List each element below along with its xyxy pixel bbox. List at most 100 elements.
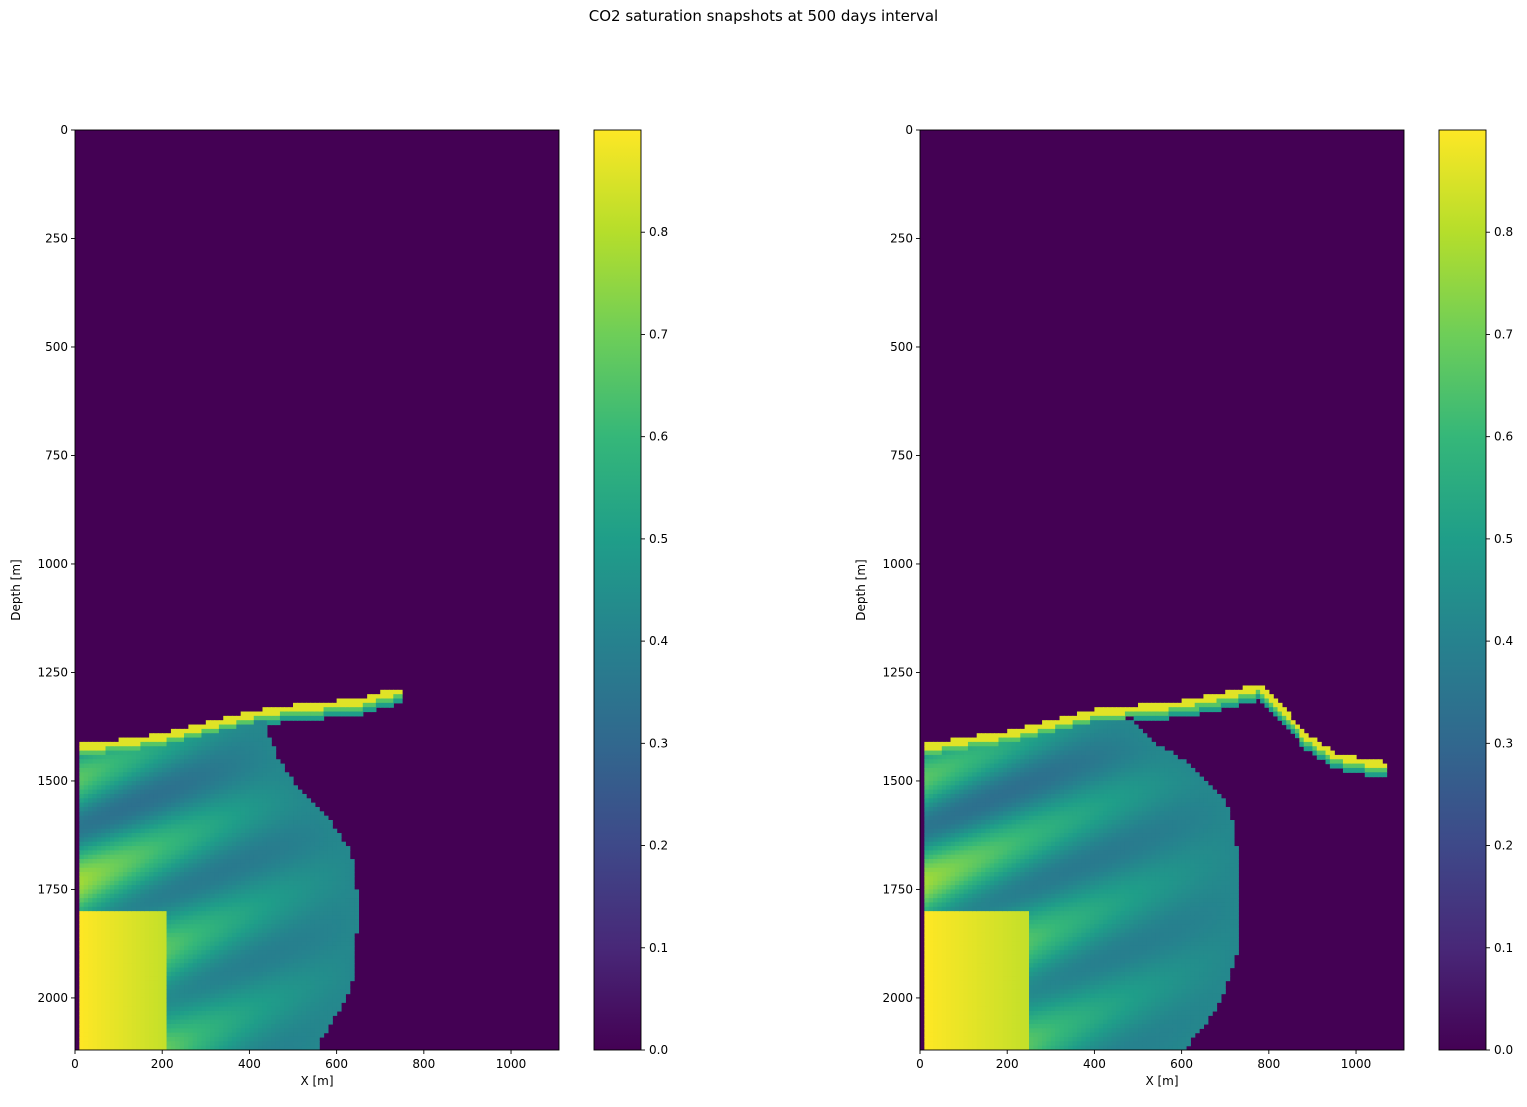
saturation-cell	[127, 997, 133, 1003]
saturation-cell	[249, 950, 255, 956]
saturation-cell	[153, 1015, 159, 1021]
saturation-cell	[105, 932, 111, 938]
saturation-cell	[192, 1010, 198, 1016]
saturation-cell	[310, 711, 316, 717]
saturation-cell	[258, 1019, 264, 1025]
saturation-cell	[266, 967, 272, 973]
saturation-cell	[101, 928, 107, 934]
saturation-cell	[210, 724, 216, 730]
saturation-cell	[240, 867, 246, 873]
saturation-cell	[188, 811, 194, 817]
saturation-cell	[162, 806, 168, 812]
saturation-cell	[131, 763, 137, 769]
saturation-cell	[240, 976, 246, 982]
saturation-cell	[205, 776, 211, 782]
saturation-cell	[205, 863, 211, 869]
saturation-cell	[279, 815, 285, 821]
saturation-cell	[941, 906, 947, 912]
saturation-cell	[136, 954, 142, 960]
saturation-cell	[197, 854, 203, 860]
saturation-cell	[388, 689, 394, 695]
saturation-cell	[92, 1032, 98, 1038]
saturation-cell	[245, 828, 251, 834]
saturation-cell	[937, 841, 943, 847]
saturation-cell	[240, 1010, 246, 1016]
saturation-cell	[153, 846, 159, 851]
saturation-cell	[210, 1041, 216, 1047]
saturation-cell	[345, 898, 351, 904]
saturation-cell	[253, 950, 259, 956]
saturation-cell	[236, 1045, 242, 1050]
saturation-cell	[162, 828, 168, 834]
saturation-cell	[262, 1023, 268, 1029]
saturation-cell	[258, 950, 264, 956]
saturation-cell	[114, 885, 120, 891]
saturation-cell	[227, 754, 233, 760]
saturation-cell	[332, 1002, 338, 1008]
saturation-cell	[210, 728, 216, 734]
saturation-cell	[245, 859, 251, 864]
saturation-cell	[184, 741, 189, 747]
saturation-cell	[258, 919, 264, 925]
saturation-cell	[928, 806, 934, 812]
saturation-cell	[157, 828, 163, 834]
saturation-cell	[924, 802, 930, 808]
saturation-cell	[354, 702, 360, 708]
saturation-cell	[131, 754, 137, 760]
saturation-cell	[275, 1023, 281, 1029]
saturation-cell	[79, 798, 85, 804]
saturation-cell	[179, 971, 185, 977]
saturation-cell	[306, 841, 312, 847]
saturation-cell	[83, 958, 89, 964]
saturation-cell	[275, 950, 281, 956]
saturation-cell	[153, 789, 159, 795]
saturation-cell	[136, 846, 142, 851]
saturation-cell	[258, 906, 264, 912]
saturation-cell	[946, 885, 952, 891]
saturation-cell	[258, 772, 264, 778]
saturation-cell	[245, 885, 251, 891]
saturation-cell	[122, 954, 128, 960]
saturation-cell	[340, 971, 346, 977]
saturation-cell	[937, 754, 943, 760]
saturation-cell	[937, 785, 943, 791]
saturation-cell	[157, 733, 163, 739]
saturation-cell	[175, 806, 181, 812]
saturation-cell	[201, 828, 207, 834]
saturation-cell	[253, 898, 259, 904]
saturation-cell	[954, 824, 960, 830]
saturation-cell	[327, 898, 333, 904]
saturation-cell	[92, 793, 98, 799]
saturation-cell	[223, 759, 229, 765]
saturation-cell	[149, 828, 155, 834]
saturation-cell	[933, 811, 939, 817]
saturation-cell	[184, 980, 189, 986]
saturation-cell	[109, 924, 115, 930]
saturation-cell	[92, 854, 98, 860]
saturation-cell	[245, 759, 251, 765]
saturation-cell	[314, 911, 320, 917]
saturation-cell	[166, 850, 172, 856]
saturation-cell	[933, 945, 939, 951]
saturation-cell	[88, 967, 94, 973]
saturation-cell	[928, 876, 934, 882]
saturation-cell	[205, 1023, 211, 1029]
saturation-cell	[162, 815, 168, 821]
saturation-cell	[249, 772, 255, 778]
saturation-cell	[179, 1036, 185, 1042]
saturation-cell	[327, 945, 333, 951]
saturation-cell	[336, 1006, 342, 1012]
saturation-cell	[140, 833, 146, 838]
saturation-cell	[127, 945, 133, 951]
saturation-cell	[192, 902, 198, 908]
saturation-cell	[349, 950, 355, 956]
saturation-cell	[950, 767, 956, 773]
heatmap-panel-1: 0 200 400 600 800 100002505007501000125015001…	[9, 123, 668, 1088]
saturation-cell	[184, 750, 189, 756]
saturation-cell	[127, 911, 133, 917]
saturation-cell	[327, 941, 333, 947]
saturation-cell	[175, 924, 181, 930]
saturation-cell	[933, 1010, 939, 1016]
saturation-cell	[253, 811, 259, 817]
saturation-cell	[332, 954, 338, 960]
